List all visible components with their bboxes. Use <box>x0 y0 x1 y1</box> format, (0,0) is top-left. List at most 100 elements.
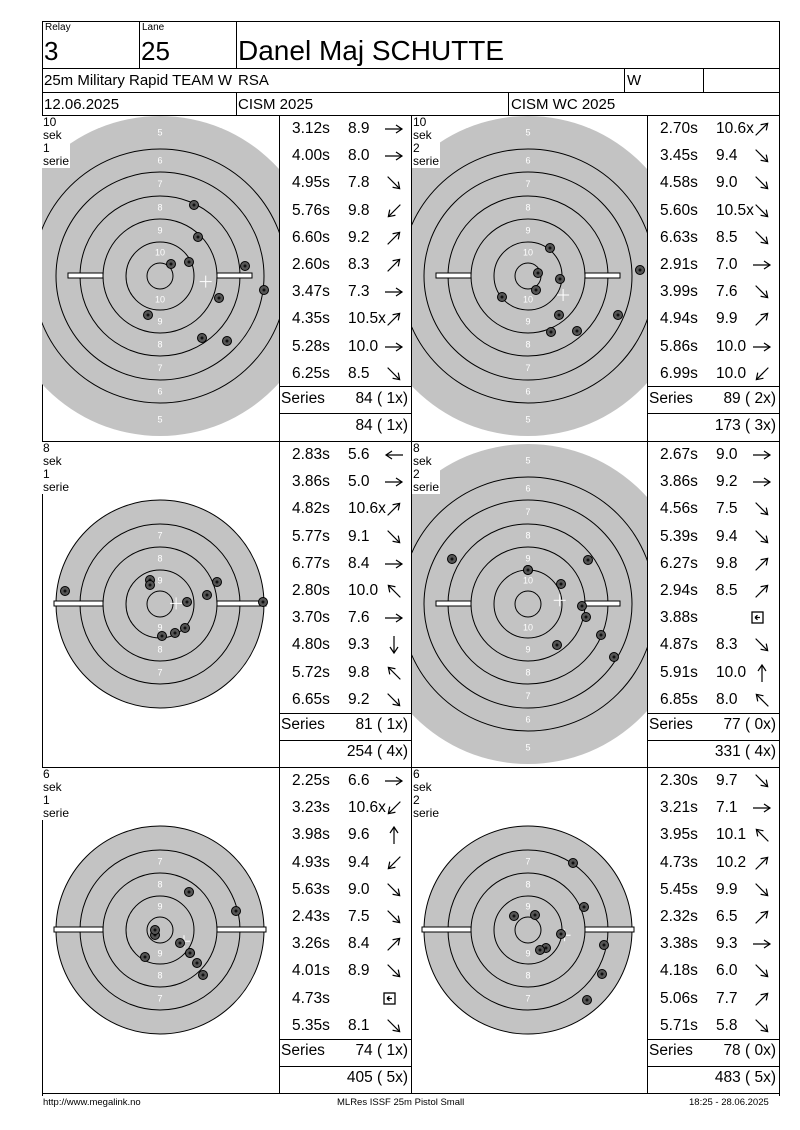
direction-arrow-icon <box>753 450 772 460</box>
ring-number: 5 <box>157 415 162 425</box>
shot-time: 6.85s <box>660 690 698 708</box>
direction-arrow-icon <box>387 529 401 544</box>
series-title: 10 sek 2 serie <box>412 115 441 168</box>
shot-time: 5.77s <box>292 527 330 545</box>
shot-value: 8.1 <box>348 1016 370 1034</box>
shot-hole <box>546 327 556 337</box>
shot-time: 4.00s <box>292 147 330 165</box>
shot-value: 7.5 <box>716 500 738 518</box>
direction-arrow-icon <box>755 964 769 978</box>
direction-arrow-icon <box>755 176 769 190</box>
series-score: 89 ( 2x) <box>723 390 776 407</box>
shot-row: 2.32s 6.5 <box>647 903 779 930</box>
shot-row: 6.99s 10.0 <box>647 360 779 387</box>
shot-time: 5.76s <box>292 201 330 219</box>
shot-value: 7.1 <box>716 799 738 817</box>
shot-value: 8.0 <box>716 690 738 708</box>
direction-arrow-icon <box>755 149 769 163</box>
shot-row: 3.23s 10.6x <box>279 794 411 821</box>
shot-hole <box>596 630 606 640</box>
target-background <box>42 116 279 436</box>
shot-hole <box>556 579 566 589</box>
ring-number: 10 <box>523 295 533 305</box>
shot-time: 3.23s <box>292 799 330 817</box>
target-ring <box>125 895 195 965</box>
shot-value: 10.0 <box>716 364 747 382</box>
group-center-cross <box>557 289 570 301</box>
ring-number: 7 <box>525 507 530 517</box>
shot-row: 5.72s 9.8 <box>279 659 411 686</box>
shot-row: 3.95s 10.1 <box>647 821 779 848</box>
shot-row: 4.00s 8.0 <box>279 142 411 169</box>
shot-time: 3.12s <box>292 120 330 137</box>
shot-row: 3.86s 5.0 <box>279 468 411 495</box>
competition-world-cup: CISM WC 2025 <box>511 96 616 113</box>
shot-time: 6.65s <box>292 690 330 708</box>
shot-hole <box>145 580 155 590</box>
ring-number: 7 <box>157 668 162 678</box>
running-total: 483 ( 5x) <box>714 1069 776 1086</box>
ring-number: 7 <box>525 363 530 373</box>
relay-number: 3 <box>44 36 59 66</box>
ring-number: 6 <box>525 484 530 494</box>
shot-row: 6.65s 9.2 <box>279 686 411 713</box>
shot-value: 9.3 <box>716 935 738 953</box>
shot-row: 3.21s 7.1 <box>647 794 779 821</box>
shot-hole <box>193 232 203 242</box>
shot-hole <box>554 310 564 320</box>
shot-time: 2.91s <box>660 256 698 273</box>
shot-row: 4.73s 10.2 <box>647 849 779 876</box>
direction-arrow-icon <box>755 367 769 381</box>
event-name: 25m Military Rapid TEAM W <box>44 72 233 89</box>
shot-hole <box>583 555 593 565</box>
shot-row: 6.25s 8.5 <box>279 360 411 387</box>
ring-number: 8 <box>157 880 162 890</box>
shot-value: 5.6 <box>348 446 370 463</box>
ring-number: 7 <box>525 857 530 867</box>
shot-time: 3.95s <box>660 826 698 844</box>
ring-number: 9 <box>525 645 530 655</box>
direction-arrow-icon <box>387 693 401 707</box>
ring-number: 8 <box>157 340 162 350</box>
shot-time: 4.82s <box>292 500 330 518</box>
shot-row: 2.25s 6.6 <box>279 767 411 794</box>
target-background <box>424 826 632 1034</box>
ring-number: 9 <box>157 623 162 633</box>
target-ring <box>146 262 174 290</box>
target-face: 5 5 6 6 7 7 8 8 9 9 10 10 <box>412 116 647 436</box>
shot-hole <box>180 623 190 633</box>
shot-value: 10.6x <box>348 799 386 817</box>
shot-value: 10.6x <box>716 120 754 137</box>
ring-number: 5 <box>525 128 530 138</box>
shot-row: 5.63s 9.0 <box>279 876 411 903</box>
shot-hole <box>182 597 192 607</box>
direction-arrow-icon <box>387 502 401 517</box>
shot-hole <box>535 945 545 955</box>
shot-value: 9.4 <box>348 853 370 871</box>
shot-row: 5.60s 10.5x <box>647 197 779 224</box>
direction-arrow-icon <box>385 776 404 786</box>
shot-time: 2.70s <box>660 120 698 137</box>
shot-row: 2.94s 8.5 <box>647 577 779 604</box>
shot-time: 5.06s <box>660 989 698 1007</box>
shot-value: 9.8 <box>348 663 370 681</box>
series-score: 84 ( 1x) <box>355 390 408 407</box>
shot-hole <box>157 631 167 641</box>
ring-number: 7 <box>157 179 162 189</box>
ring-number: 9 <box>157 317 162 327</box>
shot-value: 6.6 <box>348 772 370 789</box>
direction-arrow-icon <box>753 342 772 352</box>
shot-value: 7.3 <box>348 283 370 301</box>
shot-time: 2.30s <box>660 772 698 789</box>
ring-number: 9 <box>525 317 530 327</box>
target-ring <box>55 171 265 381</box>
shot-row: 6.63s 8.5 <box>647 224 779 251</box>
shot-time: 5.86s <box>660 337 698 355</box>
shot-row: 6.60s 9.2 <box>279 224 411 251</box>
footer-url: http://www.megalink.no <box>43 1097 141 1108</box>
target-marker-bar <box>435 600 472 607</box>
shot-hole <box>530 910 540 920</box>
shot-row: 4.58s 9.0 <box>647 169 779 196</box>
shot-value: 9.9 <box>716 880 738 898</box>
ring-number: 9 <box>157 902 162 912</box>
